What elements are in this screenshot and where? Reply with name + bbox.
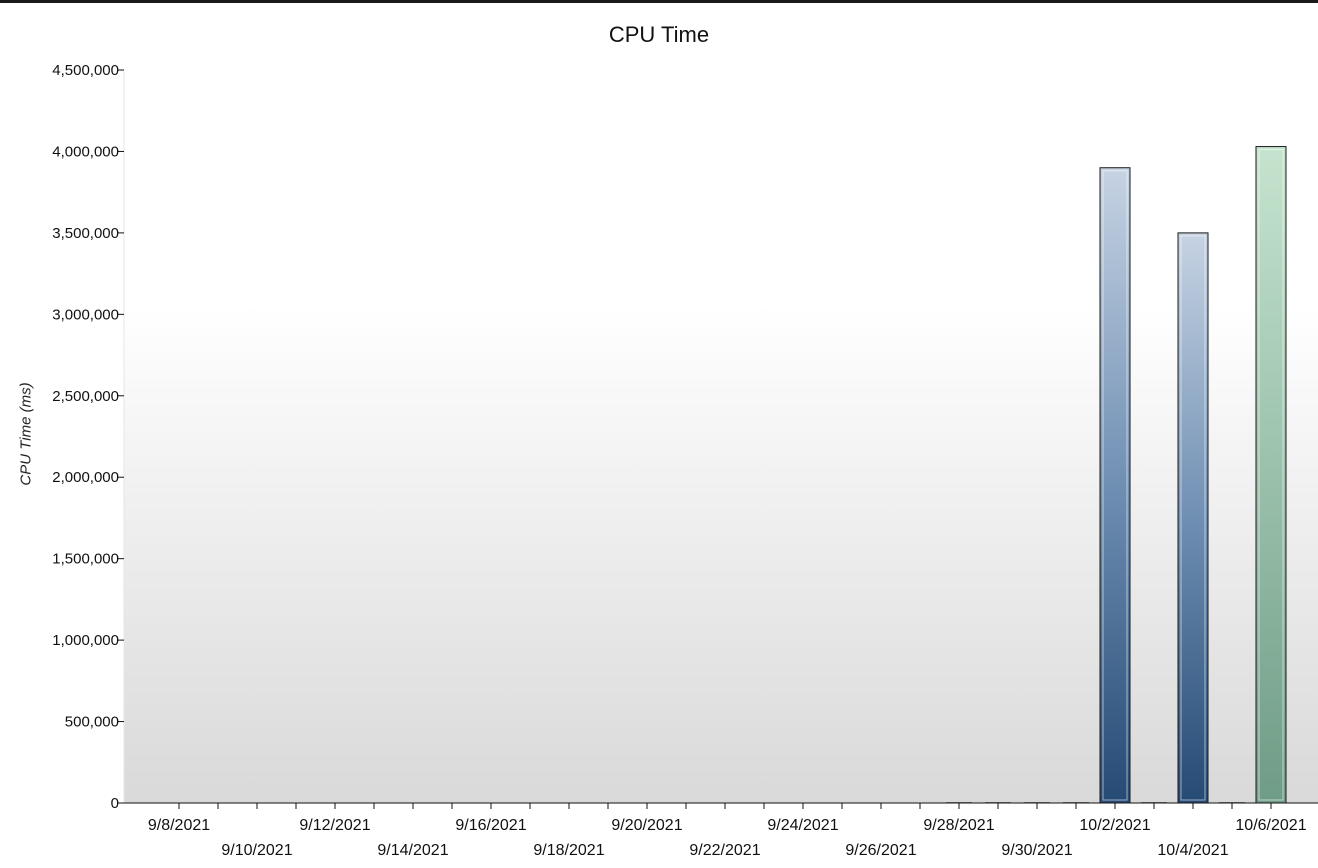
x-tick-label: 9/14/2021: [377, 842, 448, 859]
bar: [1099, 167, 1131, 804]
x-tick-label: 9/26/2021: [845, 842, 916, 859]
x-tick-label: 9/20/2021: [611, 817, 682, 834]
bar: [1255, 146, 1287, 804]
x-tick-label: 9/22/2021: [689, 842, 760, 859]
x-axis: 9/8/2021 9/10/2021 9/12/2021 9/14/2021 9/16/…: [124, 802, 1318, 859]
x-tick-label: 9/12/2021: [299, 817, 370, 834]
y-tick-label: 2,500,000: [52, 388, 119, 405]
chart-title: CPU Time: [608, 22, 710, 47]
y-tick-label: 3,000,000: [52, 306, 119, 323]
bar: [1177, 232, 1209, 804]
x-tick-label: 9/8/2021: [148, 817, 210, 834]
x-tick-label: 9/24/2021: [767, 817, 838, 834]
x-tick-label: 10/4/2021: [1157, 842, 1228, 859]
bar-inner-highlight: [1180, 235, 1206, 801]
x-tick-label: 9/28/2021: [923, 817, 994, 834]
y-tick-label: 1,000,000: [52, 632, 119, 649]
bar-inner-highlight: [1102, 170, 1128, 801]
top-border: [0, 0, 1318, 3]
x-tick-label: 10/6/2021: [1235, 817, 1306, 834]
y-tick-label: 2,000,000: [52, 469, 119, 486]
x-tick-label: 9/30/2021: [1001, 842, 1072, 859]
x-tick-label: 10/2/2021: [1079, 817, 1150, 834]
y-tick-label: 0: [111, 795, 119, 812]
bars-layer: [946, 146, 1287, 804]
y-tick-label: 1,500,000: [52, 551, 119, 568]
x-tick-label: 9/16/2021: [455, 817, 526, 834]
plot-area: [124, 70, 1318, 803]
y-tick-label: 4,500,000: [52, 62, 119, 79]
x-tick-label: 9/10/2021: [221, 842, 292, 859]
y-tick-label: 500,000: [65, 714, 119, 731]
y-tick-label: 3,500,000: [52, 225, 119, 242]
x-tick-label: 9/18/2021: [533, 842, 604, 859]
y-tick-label: 4,000,000: [52, 143, 119, 160]
y-axis: 0 500,000 1,000,000 1,500,000 2,000,000 2,500…: [52, 62, 125, 812]
bar-inner-highlight: [1258, 149, 1284, 801]
